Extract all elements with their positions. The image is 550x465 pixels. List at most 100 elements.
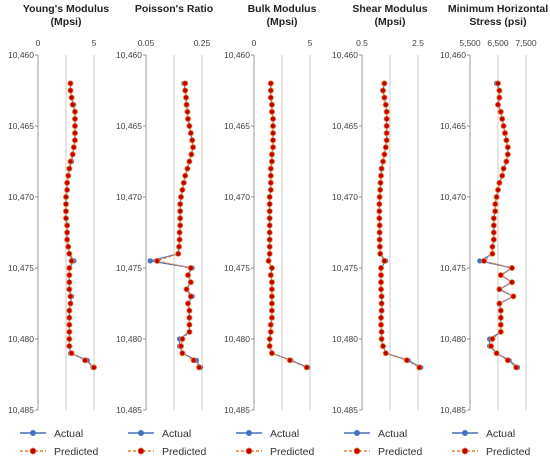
point-predicted (266, 215, 273, 222)
point-predicted (382, 101, 389, 108)
point-predicted (66, 272, 73, 279)
legend: Actual Predicted (236, 428, 315, 458)
point-predicted (82, 357, 89, 364)
point-predicted (494, 186, 501, 193)
point-predicted (383, 115, 390, 122)
point-predicted (265, 257, 272, 264)
point-predicted (179, 186, 186, 193)
point-predicted (71, 130, 78, 137)
point-predicted (190, 144, 197, 151)
point-predicted (378, 314, 385, 321)
point-predicted (177, 201, 184, 208)
panel-4: Shear Modulus(Mpsi) 0.5 2.5 10,460 10,465 10,… (332, 3, 428, 458)
x-tick-label: 0.05 (138, 38, 155, 48)
point-predicted (377, 250, 384, 257)
legend-label-predicted: Predicted (270, 446, 315, 458)
y-tick-label: 10,460 (440, 50, 466, 60)
y-tick-label: 10,465 (224, 121, 250, 131)
legend: Actual Predicted (128, 428, 207, 458)
point-predicted (266, 250, 273, 257)
point-actual (147, 258, 153, 264)
point-predicted (267, 272, 274, 279)
point-predicted (378, 300, 385, 307)
point-predicted (376, 201, 383, 208)
y-tick-label: 10,465 (440, 121, 466, 131)
point-predicted (66, 321, 73, 328)
legend-marker-actual (462, 430, 468, 436)
point-predicted (63, 215, 70, 222)
y-tick-label: 10,460 (224, 50, 250, 60)
point-predicted (65, 243, 72, 250)
point-predicted (268, 264, 275, 271)
chart-title-line-2: (Mpsi) (51, 16, 82, 28)
point-predicted (66, 328, 73, 335)
point-predicted (184, 108, 191, 115)
point-predicted (267, 186, 274, 193)
point-predicted (266, 201, 273, 208)
point-predicted (186, 321, 193, 328)
legend-marker-actual (246, 430, 252, 436)
point-predicted (383, 137, 390, 144)
point-predicted (403, 357, 410, 364)
point-predicted (187, 293, 194, 300)
point-predicted (378, 307, 385, 314)
point-predicted (176, 236, 183, 243)
legend-marker-actual (138, 430, 144, 436)
series-line-actual (150, 83, 202, 368)
x-tick-label: 0 (252, 38, 257, 48)
legend-marker-actual (354, 430, 360, 436)
point-predicted (64, 236, 71, 243)
point-predicted (180, 179, 187, 186)
point-predicted (68, 94, 75, 101)
point-predicted (91, 364, 98, 371)
point-predicted (189, 137, 196, 144)
point-predicted (184, 165, 191, 172)
point-predicted (376, 243, 383, 250)
legend-label-actual: Actual (486, 428, 515, 440)
point-predicted (187, 279, 194, 286)
y-tick-label: 10,475 (8, 263, 34, 273)
chart-title-line-1: Minimum Horizontal (448, 3, 548, 15)
y-tick-label: 10,480 (8, 334, 34, 344)
x-tick-label: 6,500 (487, 38, 509, 48)
point-predicted (493, 193, 500, 200)
chart-title-line-2: (Mpsi) (267, 16, 298, 28)
point-predicted (186, 328, 193, 335)
point-predicted (270, 115, 277, 122)
point-predicted (494, 101, 501, 108)
y-tick-label: 10,460 (116, 50, 142, 60)
point-predicted (266, 236, 273, 243)
point-predicted (66, 250, 73, 257)
point-predicted (268, 314, 275, 321)
point-predicted (177, 222, 184, 229)
panel-2: Poisson's Ratio 0.05 0.25 10,460 10,465 10,47… (116, 3, 213, 458)
y-tick-label: 10,485 (116, 405, 142, 415)
point-predicted (64, 179, 71, 186)
point-predicted (66, 343, 73, 350)
point-predicted (67, 80, 74, 87)
point-predicted (184, 272, 191, 279)
point-predicted (66, 307, 73, 314)
y-tick-label: 10,475 (332, 263, 358, 273)
point-predicted (268, 350, 275, 357)
point-predicted (179, 350, 186, 357)
point-predicted (177, 215, 184, 222)
point-predicted (268, 286, 275, 293)
point-predicted (508, 264, 515, 271)
point-predicted (66, 335, 73, 342)
y-tick-label: 10,460 (8, 50, 34, 60)
chart-title-line-2: Stress (psi) (469, 16, 526, 28)
point-predicted (66, 279, 73, 286)
point-predicted (489, 250, 496, 257)
point-predicted (503, 158, 510, 165)
point-actual (477, 258, 483, 264)
point-predicted (267, 94, 274, 101)
point-predicted (71, 115, 78, 122)
point-predicted (177, 343, 184, 350)
point-predicted (376, 193, 383, 200)
point-predicted (69, 101, 76, 108)
point-predicted (266, 335, 273, 342)
point-predicted (266, 222, 273, 229)
point-predicted (196, 364, 203, 371)
point-predicted (71, 137, 78, 144)
